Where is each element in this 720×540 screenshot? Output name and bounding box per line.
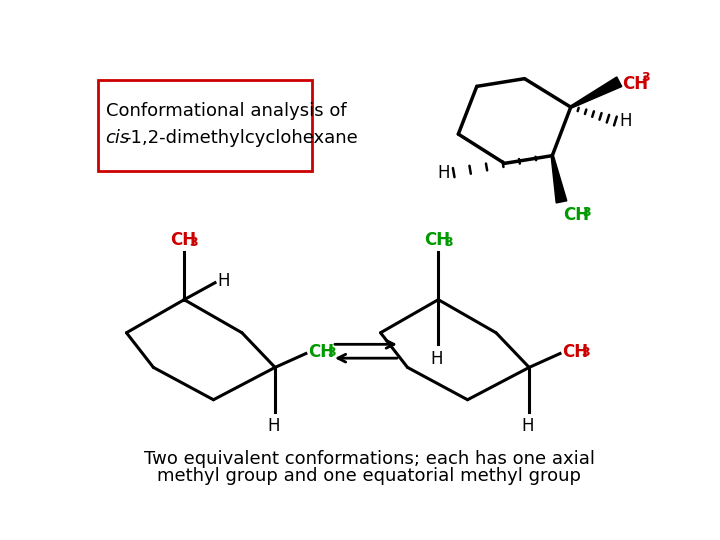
Text: -1,2-dimethylcyclohexane: -1,2-dimethylcyclohexane (124, 129, 358, 147)
Text: H: H (521, 417, 534, 435)
Text: H: H (431, 350, 443, 368)
Text: cis: cis (106, 129, 130, 147)
Polygon shape (570, 77, 622, 108)
Text: H: H (217, 272, 230, 290)
Text: 3: 3 (444, 236, 452, 249)
Text: CH: CH (308, 343, 334, 361)
Text: methyl group and one equatorial methyl group: methyl group and one equatorial methyl g… (157, 467, 581, 485)
Text: 3: 3 (582, 206, 591, 219)
Text: Two equivalent conformations; each has one axial: Two equivalent conformations; each has o… (143, 450, 595, 468)
FancyBboxPatch shape (98, 80, 312, 171)
Polygon shape (551, 156, 567, 203)
Text: 3: 3 (328, 346, 336, 359)
Text: CH: CH (622, 75, 649, 93)
Text: 3: 3 (582, 346, 590, 359)
Text: CH: CH (562, 343, 588, 361)
Text: CH: CH (563, 206, 589, 225)
Text: H: H (437, 164, 450, 181)
Text: H: H (267, 417, 280, 435)
Text: Conformational analysis of: Conformational analysis of (106, 102, 346, 120)
Text: H: H (619, 112, 631, 130)
Text: CH: CH (425, 231, 451, 249)
Text: 3: 3 (189, 236, 198, 249)
Text: 3: 3 (642, 71, 650, 84)
Text: CH: CH (171, 231, 197, 249)
